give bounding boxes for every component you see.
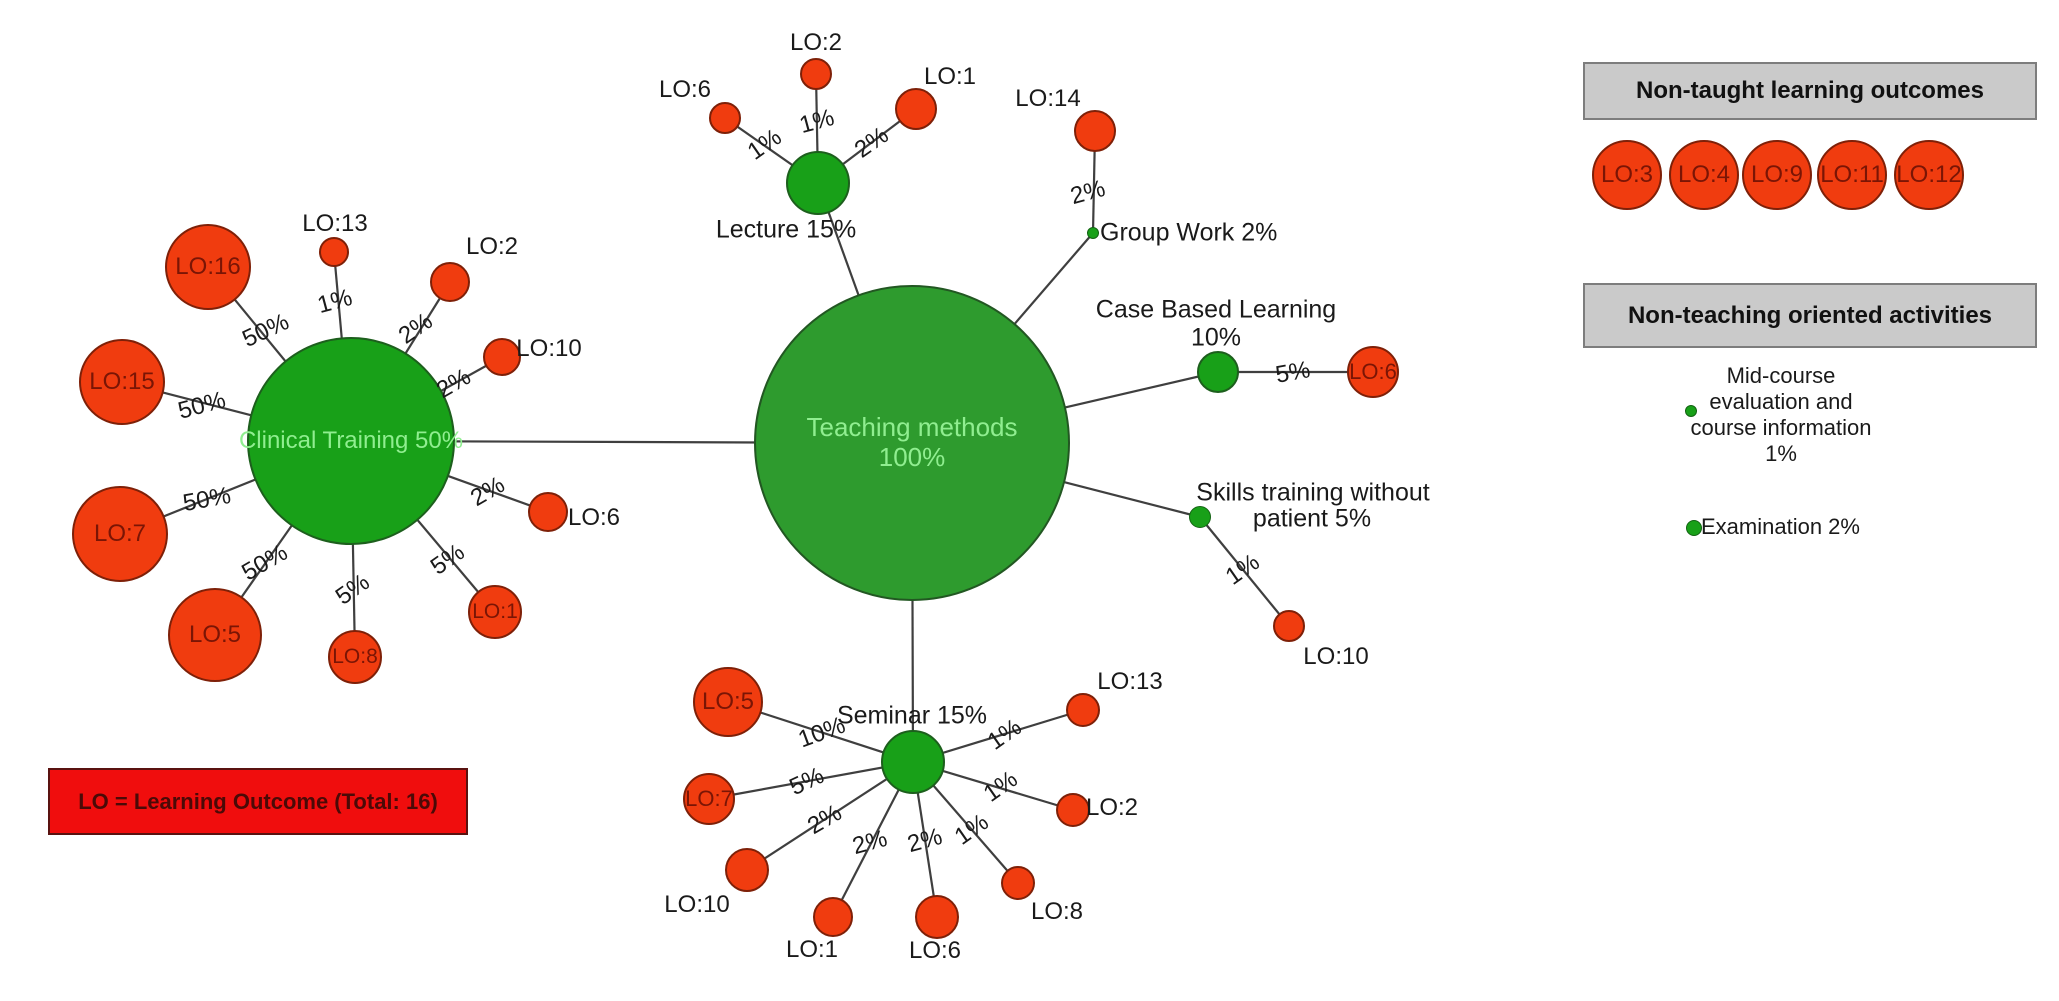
node-label: LO:6 [908, 937, 962, 964]
node-lo1-clinical[interactable]: LO:1 [468, 585, 522, 639]
non-taught-legend-header: Non-taught learning outcomes [1583, 62, 2037, 120]
node-lo1-seminar[interactable] [813, 897, 853, 937]
node-lo2-seminar[interactable] [1056, 793, 1090, 827]
node-lo10-skills-training[interactable] [1273, 610, 1305, 642]
node-label: Lecture 15% [715, 215, 857, 244]
mid-course-label-line: evaluation and [1709, 389, 1853, 414]
mid-course-label-line: 1% [1765, 441, 1797, 466]
non-teaching-legend-title: Non-teaching oriented activities [1627, 301, 1993, 329]
edge-skills-training-without-patient--lo10-skills-training [1199, 516, 1290, 627]
node-label: LO:2 [1085, 794, 1139, 821]
edge-percent-label: 5% [1273, 356, 1313, 389]
non-taught-legend-title: Non-taught learning outcomes [1636, 77, 1984, 104]
mid-course-label: Mid-course evaluation and course informati… [1691, 363, 1872, 467]
node-lo5-clinical-label: LO:5 [188, 621, 242, 649]
node-lo5-seminar-label: LO:5 [701, 688, 755, 716]
node-teaching-methods-label: 100% [878, 442, 946, 472]
node-label: LO:2 [789, 29, 843, 56]
node-label: LO:8 [1030, 898, 1084, 925]
node-lo6-lecture[interactable] [709, 102, 741, 134]
node-lo15-clinical-label: LO:15 [89, 368, 155, 396]
node-lo16-clinical-label: LO:16 [175, 253, 241, 281]
node-lo15-clinical[interactable]: LO:15 [79, 339, 165, 425]
node-label: Seminar 15% [836, 701, 988, 730]
node-lo10-clinical[interactable] [483, 338, 521, 376]
node-lo13-seminar[interactable] [1066, 693, 1100, 727]
node-teaching-methods-label: Teaching methods [806, 412, 1018, 443]
node-clinical-training[interactable]: Clinical Training 50% [239, 337, 463, 545]
legend-node-lo11: LO:11 [1817, 140, 1887, 210]
node-lo6-seminar[interactable] [915, 895, 959, 939]
node-seminar[interactable] [881, 730, 945, 794]
node-case-based-learning[interactable] [1197, 351, 1239, 393]
node-label: patient 5% [1252, 504, 1372, 533]
node-group-work[interactable] [1087, 227, 1099, 239]
node-lo7-clinical-label: LO:7 [93, 520, 147, 548]
node-lo7-seminar[interactable]: LO:7 [683, 773, 735, 825]
node-lo13-clinical[interactable] [319, 237, 349, 267]
node-lo8-clinical-label: LO:8 [332, 644, 378, 668]
node-teaching-methods[interactable]: Teaching methods 100% [754, 285, 1070, 601]
node-lo5-seminar[interactable]: LO:5 [693, 667, 763, 737]
non-teaching-legend-header: Non-teaching oriented activities [1583, 283, 2037, 348]
node-lecture[interactable] [786, 151, 850, 215]
node-lo6-case-based-learning[interactable]: LO:6 [1347, 346, 1399, 398]
node-clinical-training-label: Clinical Training 50% [238, 427, 464, 455]
node-lo1-lecture[interactable] [895, 88, 937, 130]
node-lo14-group-work[interactable] [1074, 110, 1116, 152]
examination-label: Examination 2% [1701, 514, 1860, 539]
node-label: LO:6 [658, 76, 712, 103]
node-label: LO:1 [785, 936, 839, 963]
node-lo1-clinical-label: LO:1 [472, 599, 518, 623]
mid-course-bullet [1685, 405, 1697, 417]
node-lo6-case-based-learning-label: LO:6 [1349, 359, 1397, 385]
node-label: LO:13 [1097, 668, 1163, 695]
node-lo16-clinical[interactable]: LO:16 [165, 224, 251, 310]
edge-seminar--lo10-seminar [746, 761, 914, 871]
mid-course-label-line: course information [1690, 415, 1872, 440]
legend-node-lo9: LO:9 [1742, 140, 1812, 210]
lo-note-box: LO = Learning Outcome (Total: 16) [48, 768, 468, 835]
node-skills-training-without-patient[interactable] [1189, 506, 1211, 528]
node-label: LO:2 [465, 233, 519, 260]
node-label: LO:1 [923, 63, 977, 90]
node-label: 10% [1190, 323, 1242, 352]
examination-bullet [1686, 520, 1702, 536]
edge-seminar--lo7-seminar [708, 760, 914, 801]
node-label: LO:10 [1303, 643, 1369, 670]
node-lo5-clinical[interactable]: LO:5 [168, 588, 262, 682]
node-label: Case Based Learning [1095, 295, 1337, 324]
node-label: Skills training without [1196, 478, 1430, 507]
node-label: LO:6 [567, 504, 621, 531]
node-lo2-lecture[interactable] [800, 58, 832, 90]
node-label: Group Work 2% [1100, 218, 1278, 247]
node-lo8-seminar[interactable] [1001, 866, 1035, 900]
node-lo7-seminar-label: LO:7 [685, 786, 733, 812]
legend-node-lo12: LO:12 [1894, 140, 1964, 210]
node-lo10-seminar[interactable] [725, 848, 769, 892]
legend-node-lo4: LO:4 [1669, 140, 1739, 210]
node-lo8-clinical[interactable]: LO:8 [328, 630, 382, 684]
node-lo2-clinical[interactable] [430, 262, 470, 302]
mid-course-label-line: Mid-course [1726, 363, 1836, 388]
node-label: LO:13 [302, 210, 368, 237]
node-lo7-clinical[interactable]: LO:7 [72, 486, 168, 582]
node-label: LO:14 [1015, 85, 1081, 112]
lo-note-text: LO = Learning Outcome (Total: 16) [78, 788, 438, 814]
node-label: LO:10 [664, 891, 730, 918]
node-label: LO:10 [516, 335, 582, 362]
node-lo6-clinical[interactable] [528, 492, 568, 532]
legend-node-lo3: LO:3 [1592, 140, 1662, 210]
